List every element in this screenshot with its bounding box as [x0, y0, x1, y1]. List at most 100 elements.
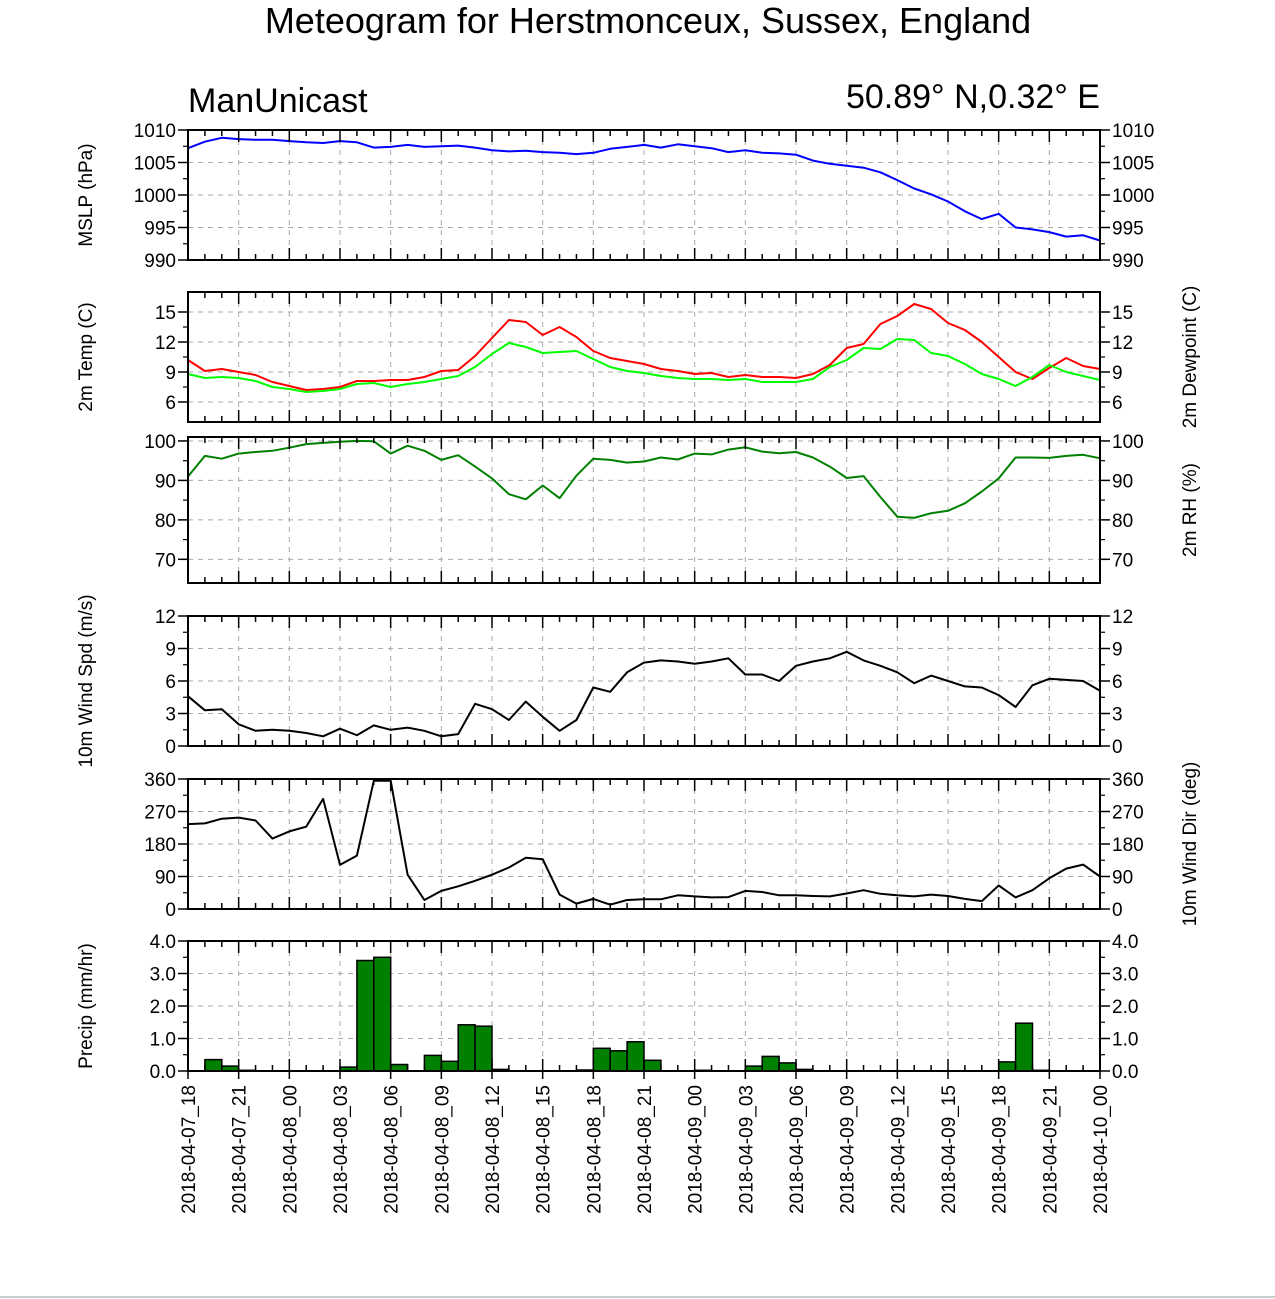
y-tick-label-left: 100: [144, 432, 176, 453]
panel-5: 0.0 0.0 1.0 1.0 2.0 2.0 3.0 3.0 4.0 4.0 Precip (mm…: [76, 932, 1138, 1083]
series-line-0: [187, 303, 1101, 391]
precip-bar: [626, 1041, 645, 1072]
x-tick-label: 2018-04-09_06: [787, 1085, 808, 1214]
y-tick-label-right: 15: [1112, 303, 1133, 324]
precip-bar: [440, 1060, 459, 1072]
x-tick-label: 2018-04-08_12: [483, 1085, 504, 1214]
y-tick-label-left: 270: [144, 803, 176, 824]
y-axis-label-left: Precip (mm/hr): [76, 943, 97, 1069]
y-tick-label-left: 12: [155, 607, 176, 628]
panel-4: 0 0 90 90 180 180 270 270 360 360 10m Wind Dir (de…: [144, 762, 1201, 927]
x-tick-label: 2018-04-08_21: [635, 1085, 656, 1214]
y-tick-label-right: 3: [1112, 705, 1123, 726]
y-tick-label-right: 1005: [1112, 154, 1154, 175]
y-tick-label-right: 180: [1112, 835, 1144, 856]
y-tick-label-right: 9: [1112, 363, 1123, 384]
y-tick-label-left: 0.0: [150, 1062, 176, 1083]
y-tick-label-left: 12: [155, 333, 176, 354]
y-tick-label-right: 2.0: [1112, 997, 1138, 1018]
precip-bar: [373, 956, 392, 1072]
precip-bar: [997, 1061, 1017, 1072]
panel-1: 6 6 9 9 12 12 15 15 2m Temp (C) 2m Dewpoint (C): [76, 286, 1201, 429]
y-tick-label-left: 15: [155, 303, 176, 324]
y-tick-label-left: 0: [165, 737, 176, 758]
y-tick-label-left: 1005: [134, 154, 176, 175]
x-tick-label: 2018-04-08_00: [280, 1085, 301, 1214]
chart-title: Meteogram for Herstmonceux, Sussex, Engl…: [265, 0, 1031, 41]
y-tick-label-right: 90: [1112, 471, 1133, 492]
x-tick-label: 2018-04-08_06: [382, 1085, 403, 1214]
precip-bar: [474, 1025, 493, 1072]
y-axis-label-right: 2m RH (%): [1180, 463, 1201, 557]
y-tick-label-left: 2.0: [150, 997, 176, 1018]
panel-0: 990 990 995 995 1000 1000 1005 1005 1010 1010 MSLP…: [76, 121, 1154, 272]
y-tick-label-right: 12: [1112, 333, 1133, 354]
x-axis: 2018-04-07_18 2018-04-07_21 2018-04-08_00 2…: [179, 1071, 1112, 1214]
y-tick-label-left: 1000: [134, 186, 176, 207]
x-tick-label: 2018-04-07_21: [230, 1085, 251, 1214]
y-axis-label-left: 2m Temp (C): [76, 302, 97, 411]
y-tick-label-left: 9: [165, 363, 176, 384]
x-tick-label: 2018-04-10_00: [1091, 1085, 1112, 1214]
location-label: 50.89° N,0.32° E: [846, 78, 1100, 116]
x-tick-label: 2018-04-09_12: [888, 1085, 909, 1214]
y-tick-label-left: 1.0: [150, 1030, 176, 1051]
y-axis-label-left: MSLP (hPa): [76, 143, 97, 246]
y-tick-label-left: 1010: [134, 121, 176, 142]
x-tick-label: 2018-04-09_09: [838, 1085, 859, 1214]
x-tick-label: 2018-04-09_03: [736, 1085, 757, 1214]
y-tick-label-left: 995: [144, 219, 176, 240]
y-tick-label-left: 90: [155, 868, 176, 889]
x-tick-label: 2018-04-08_09: [432, 1085, 453, 1214]
precip-bar: [609, 1050, 628, 1072]
y-tick-label-left: 70: [155, 550, 176, 571]
y-tick-label-right: 100: [1112, 432, 1144, 453]
y-tick-label-left: 990: [144, 251, 176, 272]
y-tick-label-right: 6: [1112, 393, 1123, 414]
y-tick-label-right: 990: [1112, 251, 1144, 272]
y-tick-label-right: 1010: [1112, 121, 1154, 142]
x-tick-label: 2018-04-09_18: [990, 1085, 1011, 1214]
y-tick-label-right: 12: [1112, 607, 1133, 628]
series-line-1: [187, 338, 1101, 393]
y-tick-label-left: 3: [165, 705, 176, 726]
y-tick-label-right: 80: [1112, 511, 1133, 532]
y-tick-label-right: 270: [1112, 803, 1144, 824]
precip-bar: [1014, 1022, 1034, 1072]
y-tick-label-left: 9: [165, 640, 176, 661]
y-tick-label-left: 0: [165, 900, 176, 921]
x-tick-label: 2018-04-09_21: [1040, 1085, 1061, 1214]
y-axis-label-right: 10m Wind Dir (deg): [1180, 762, 1201, 927]
y-tick-label-right: 70: [1112, 550, 1133, 571]
y-tick-label-right: 3.0: [1112, 965, 1138, 986]
precip-bar: [643, 1059, 662, 1072]
y-tick-label-right: 0: [1112, 737, 1123, 758]
y-tick-label-left: 180: [144, 835, 176, 856]
y-tick-label-right: 995: [1112, 219, 1144, 240]
y-tick-label-right: 0: [1112, 900, 1123, 921]
y-tick-label-left: 6: [165, 672, 176, 693]
y-tick-label-left: 80: [155, 511, 176, 532]
y-tick-label-right: 1000: [1112, 186, 1154, 207]
y-tick-label-right: 1.0: [1112, 1030, 1138, 1051]
precip-bar: [592, 1047, 611, 1072]
y-tick-label-right: 6: [1112, 672, 1123, 693]
x-tick-label: 2018-04-08_15: [534, 1085, 555, 1214]
precip-bar: [423, 1054, 443, 1072]
x-tick-label: 2018-04-07_18: [179, 1085, 200, 1214]
y-tick-label-right: 360: [1112, 770, 1144, 791]
x-tick-label: 2018-04-09_15: [939, 1085, 960, 1214]
precip-bar: [761, 1055, 780, 1072]
series-line-0: [187, 650, 1101, 738]
y-tick-label-right: 9: [1112, 640, 1123, 661]
x-tick-label: 2018-04-09_00: [686, 1085, 707, 1214]
precip-bar: [778, 1062, 797, 1072]
y-tick-label-right: 0.0: [1112, 1062, 1138, 1083]
y-tick-label-left: 3.0: [150, 965, 176, 986]
precip-bar: [204, 1058, 223, 1072]
model-label: ManUnicast: [188, 82, 368, 120]
panel-2: 70 70 80 80 90 90 100 100 2m RH (%): [144, 432, 1201, 584]
y-tick-label-right: 4.0: [1112, 932, 1138, 953]
precip-bar: [356, 959, 375, 1072]
